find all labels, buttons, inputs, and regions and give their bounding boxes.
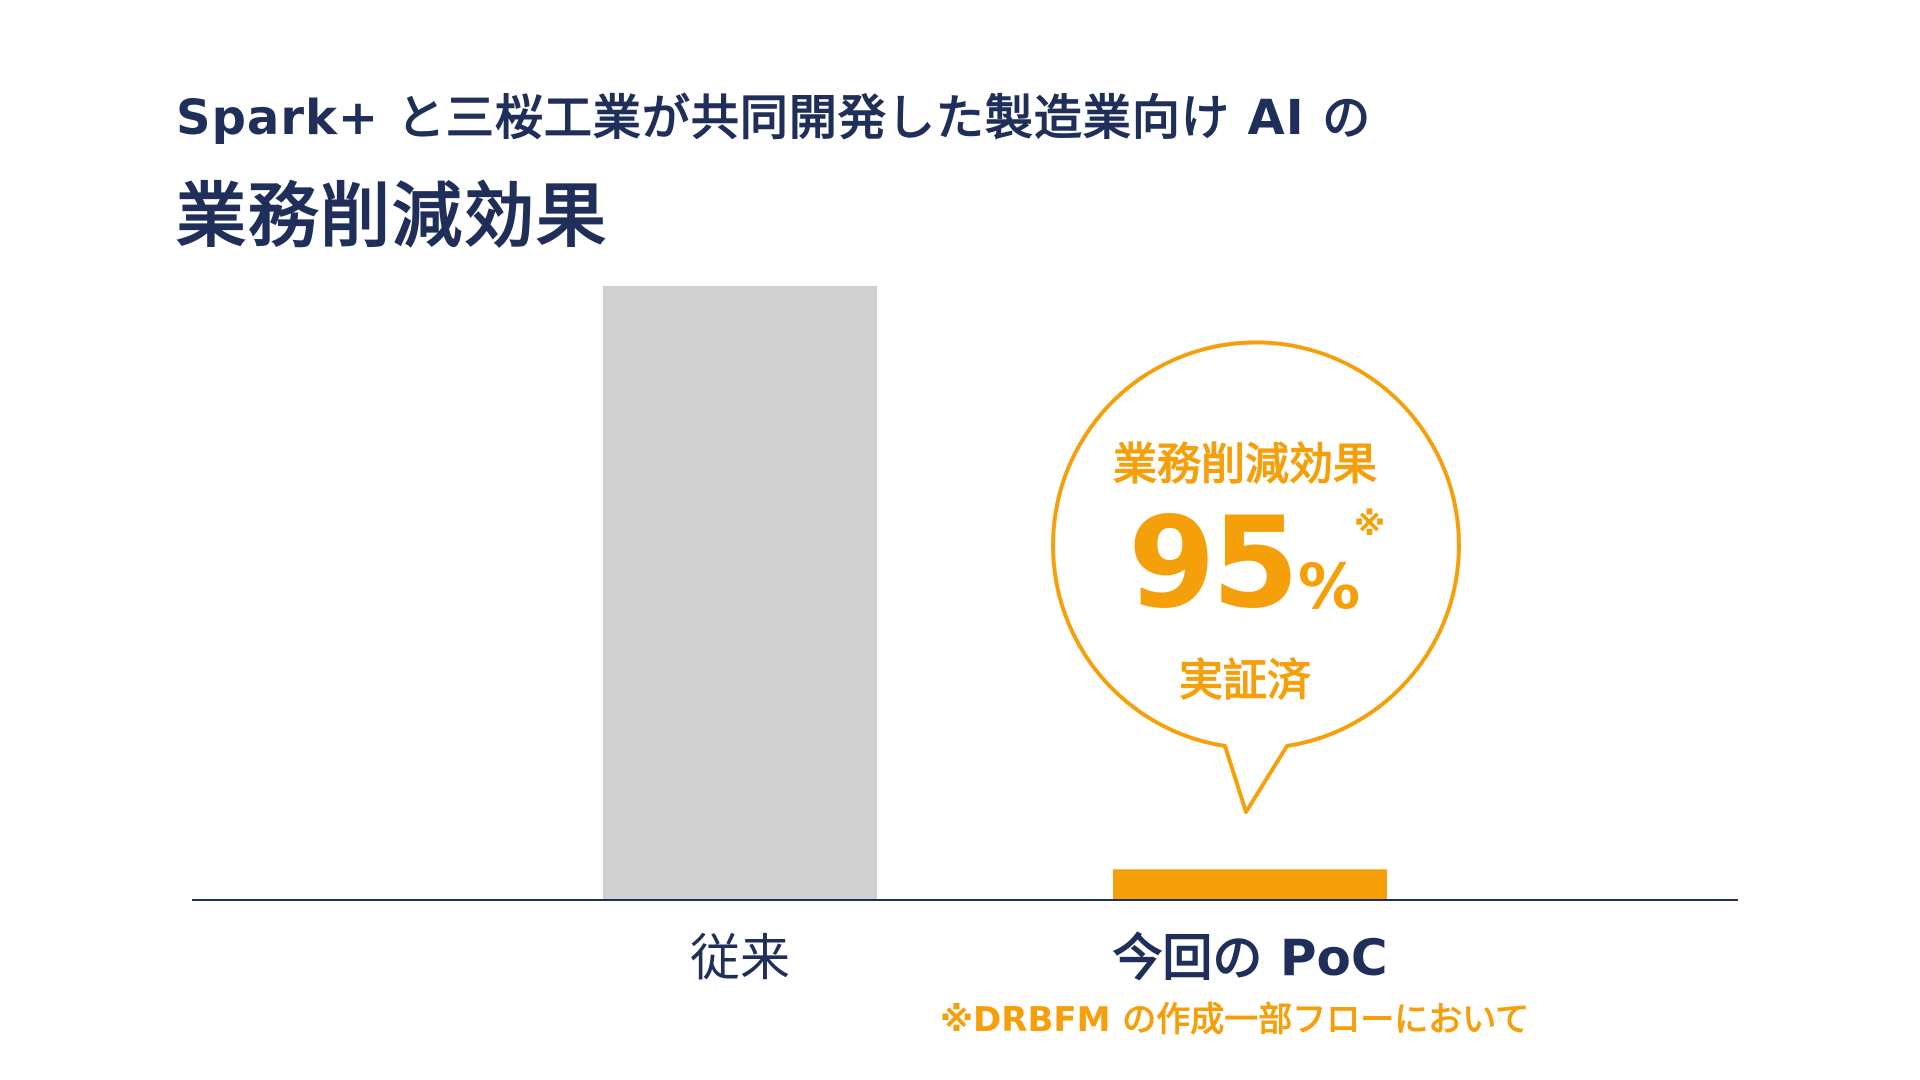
callout-verified: 実証済 (1179, 655, 1311, 706)
bar-0 (603, 286, 877, 900)
page-subtitle: Spark+ と三桜工業が共同開発した製造業向け AI の (176, 90, 1372, 146)
footnote: ※DRBFM の作成一部フローにおいて (940, 1000, 1530, 1040)
page-title: 業務削減効果 (176, 175, 608, 257)
bar-1 (1113, 869, 1387, 900)
callout-footnote-mark: ※ (1354, 505, 1386, 543)
callout-value: 95 (1128, 489, 1299, 636)
callout-bubble (1051, 340, 1461, 814)
category-label-poc: 今回の PoC (1112, 929, 1388, 987)
callout-title: 業務削減効果 (1113, 439, 1377, 490)
category-label-conventional: 従来 (690, 929, 790, 987)
callout-unit: % (1298, 550, 1361, 623)
